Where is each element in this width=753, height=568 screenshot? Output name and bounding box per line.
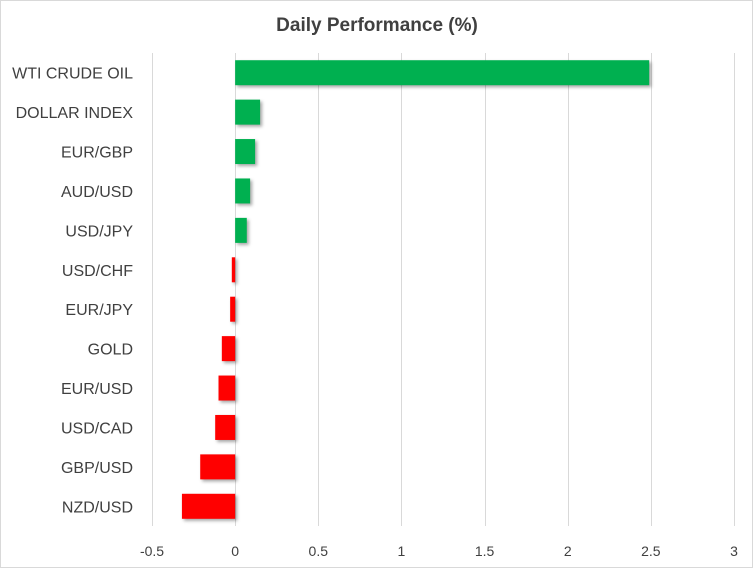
- bar: [215, 414, 236, 440]
- category-label: USD/CHF: [62, 263, 133, 280]
- x-tick-label: 2.5: [641, 543, 661, 559]
- bar: [218, 375, 236, 401]
- category-label: AUD/USD: [61, 184, 133, 201]
- x-tick-label: 3: [730, 543, 738, 559]
- x-tick-label: 0.5: [309, 543, 329, 559]
- x-axis-tick-labels: -0.5 0 0.5 1 1.5 2 2.5 3: [140, 543, 738, 559]
- category-label: EUR/JPY: [65, 302, 133, 319]
- x-tick-label: 1: [398, 543, 406, 559]
- bar: [235, 60, 650, 86]
- bar: [181, 493, 236, 519]
- x-tick-label: 1.5: [475, 543, 495, 559]
- bar: [235, 178, 251, 204]
- category-label: DOLLAR INDEX: [16, 105, 134, 122]
- bar: [200, 454, 236, 480]
- bar: [235, 99, 261, 125]
- bar: [235, 217, 247, 243]
- category-label: USD/CAD: [61, 420, 133, 437]
- gridlines: [152, 53, 735, 526]
- bar: [231, 257, 236, 283]
- category-label: GOLD: [88, 342, 133, 359]
- bars: [181, 60, 650, 519]
- bar: [221, 336, 236, 362]
- category-label: EUR/USD: [61, 381, 133, 398]
- chart-title: Daily Performance (%): [276, 15, 478, 36]
- category-label: NZD/USD: [62, 499, 133, 516]
- category-label: GBP/USD: [61, 460, 133, 477]
- x-tick-label: 2: [564, 543, 572, 559]
- category-label: EUR/GBP: [61, 145, 133, 162]
- x-tick-label: -0.5: [140, 543, 164, 559]
- category-label: USD/JPY: [65, 223, 133, 240]
- category-label: WTI CRUDE OIL: [12, 66, 133, 83]
- bar: [230, 296, 236, 322]
- bar: [235, 139, 256, 165]
- x-tick-label: 0: [231, 543, 239, 559]
- category-labels: WTI CRUDE OIL DOLLAR INDEX EUR/GBP AUD/USD U…: [12, 66, 133, 517]
